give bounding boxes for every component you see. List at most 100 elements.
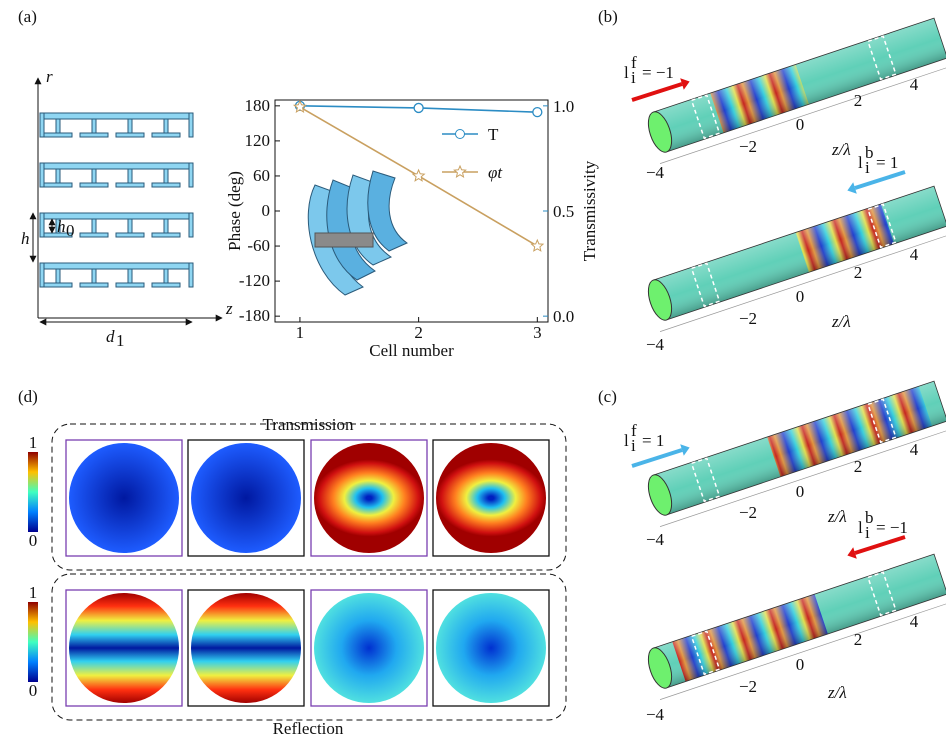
axis-tick-label: −2 [739, 503, 757, 522]
comb-stem [164, 219, 168, 233]
y2-tick-label: 0.0 [553, 307, 574, 326]
comb-stem [164, 119, 168, 133]
comb-foot [116, 133, 144, 137]
beam-base: l [624, 63, 629, 82]
beam-arrow [632, 450, 682, 466]
field-map [69, 593, 179, 703]
comb-foot [116, 283, 144, 287]
star-marker [532, 240, 543, 251]
legend-marker [456, 130, 465, 139]
y-tick-label: -180 [239, 306, 270, 325]
comb-bar [40, 263, 193, 269]
y2-axis-label: Transmissivity [580, 160, 599, 261]
comb-stem [164, 169, 168, 183]
axis-tick-label: 4 [910, 75, 919, 94]
x-axis-label: Cell number [369, 341, 454, 360]
beam-sub: i [865, 523, 870, 542]
y2-tick-label: 1.0 [553, 97, 574, 116]
comb-row [40, 263, 193, 287]
y2-tick-label: 0.5 [553, 202, 574, 221]
axis-r-label: r [46, 67, 53, 86]
beam-arrow [632, 84, 682, 100]
comb-stem [92, 269, 96, 283]
axis-tick-label: −4 [646, 163, 665, 182]
y-axis-label: Phase (deg) [225, 171, 244, 251]
comb-row [40, 163, 193, 187]
comb-row [40, 113, 193, 137]
panel-label: (b) [598, 7, 618, 26]
colorbar [28, 452, 38, 532]
comb-stem [92, 119, 96, 133]
cylinder [644, 17, 946, 164]
y-tick-label: 0 [262, 201, 271, 220]
panel-label: (d) [18, 387, 38, 406]
field-map [69, 443, 179, 553]
beam-arrow [855, 172, 905, 188]
axis-tick-label: 4 [910, 440, 919, 459]
axis-tick-label: 2 [854, 457, 863, 476]
axis-tick-label: 2 [854, 263, 863, 282]
panel-label: (c) [598, 387, 617, 406]
axis-tick-label: 4 [910, 612, 919, 631]
axis-label: z/λ [831, 140, 851, 159]
dim-h-label: h [21, 229, 30, 248]
comb-end [189, 263, 193, 287]
comb-foot [80, 133, 108, 137]
axis-tick-label: 2 [854, 630, 863, 649]
axis-label: z/λ [827, 683, 847, 702]
axis-tick-label: −4 [646, 530, 665, 549]
comb-foot [152, 133, 180, 137]
comb-end [189, 113, 193, 137]
y-tick-label: 120 [245, 131, 271, 150]
beam-sub: i [631, 436, 636, 455]
beam-base: l [858, 153, 863, 172]
comb-stem [128, 269, 132, 283]
comb-stem [128, 219, 132, 233]
dim-h0-base: h [57, 217, 66, 236]
comb-stem [92, 169, 96, 183]
y-tick-label: 60 [253, 166, 270, 185]
beam-sub: i [631, 68, 636, 87]
beam-arrow [855, 537, 905, 553]
legend-label: T [488, 125, 499, 144]
circle-marker [533, 108, 542, 117]
comb-stem [56, 119, 60, 133]
comb-end [189, 213, 193, 237]
comb-foot [152, 233, 180, 237]
group-title: Transmission [262, 415, 354, 434]
axis-tick-label: 0 [796, 287, 805, 306]
axis-tick-label: 2 [854, 91, 863, 110]
comb-stem [92, 219, 96, 233]
field-map [191, 443, 301, 553]
axis-z-label: z [225, 299, 233, 318]
y-tick-label: -120 [239, 271, 270, 290]
axis-tick-label: −2 [739, 137, 757, 156]
comb-stem [128, 169, 132, 183]
dim-h0-sub: 0 [66, 221, 75, 240]
comb-foot [80, 183, 108, 187]
beam-sub: i [865, 158, 870, 177]
comb-foot [116, 233, 144, 237]
comb-stem [56, 269, 60, 283]
comb-base [40, 113, 44, 137]
comb-foot [44, 183, 72, 187]
field-map [191, 593, 301, 703]
comb-bar [40, 113, 193, 119]
comb-end [189, 163, 193, 187]
colorbar-min: 0 [29, 531, 38, 550]
cylinder [644, 380, 946, 527]
x-tick-label: 3 [533, 323, 542, 342]
beam-value: = 1 [642, 431, 664, 450]
comb-stem [128, 119, 132, 133]
axis-tick-label: −4 [646, 705, 665, 724]
beam-value: = −1 [642, 63, 674, 82]
axis-label: z/λ [827, 507, 847, 526]
comb-foot [80, 233, 108, 237]
beam-base: l [624, 431, 629, 450]
axis-tick-label: 0 [796, 655, 805, 674]
comb-foot [80, 283, 108, 287]
axis-tick-label: 0 [796, 482, 805, 501]
axis-tick-label: 0 [796, 115, 805, 134]
figure: (a)(b)(c)(d)rzhh0d1180120600-60-120-1800… [0, 0, 946, 742]
comb-base [40, 163, 44, 187]
